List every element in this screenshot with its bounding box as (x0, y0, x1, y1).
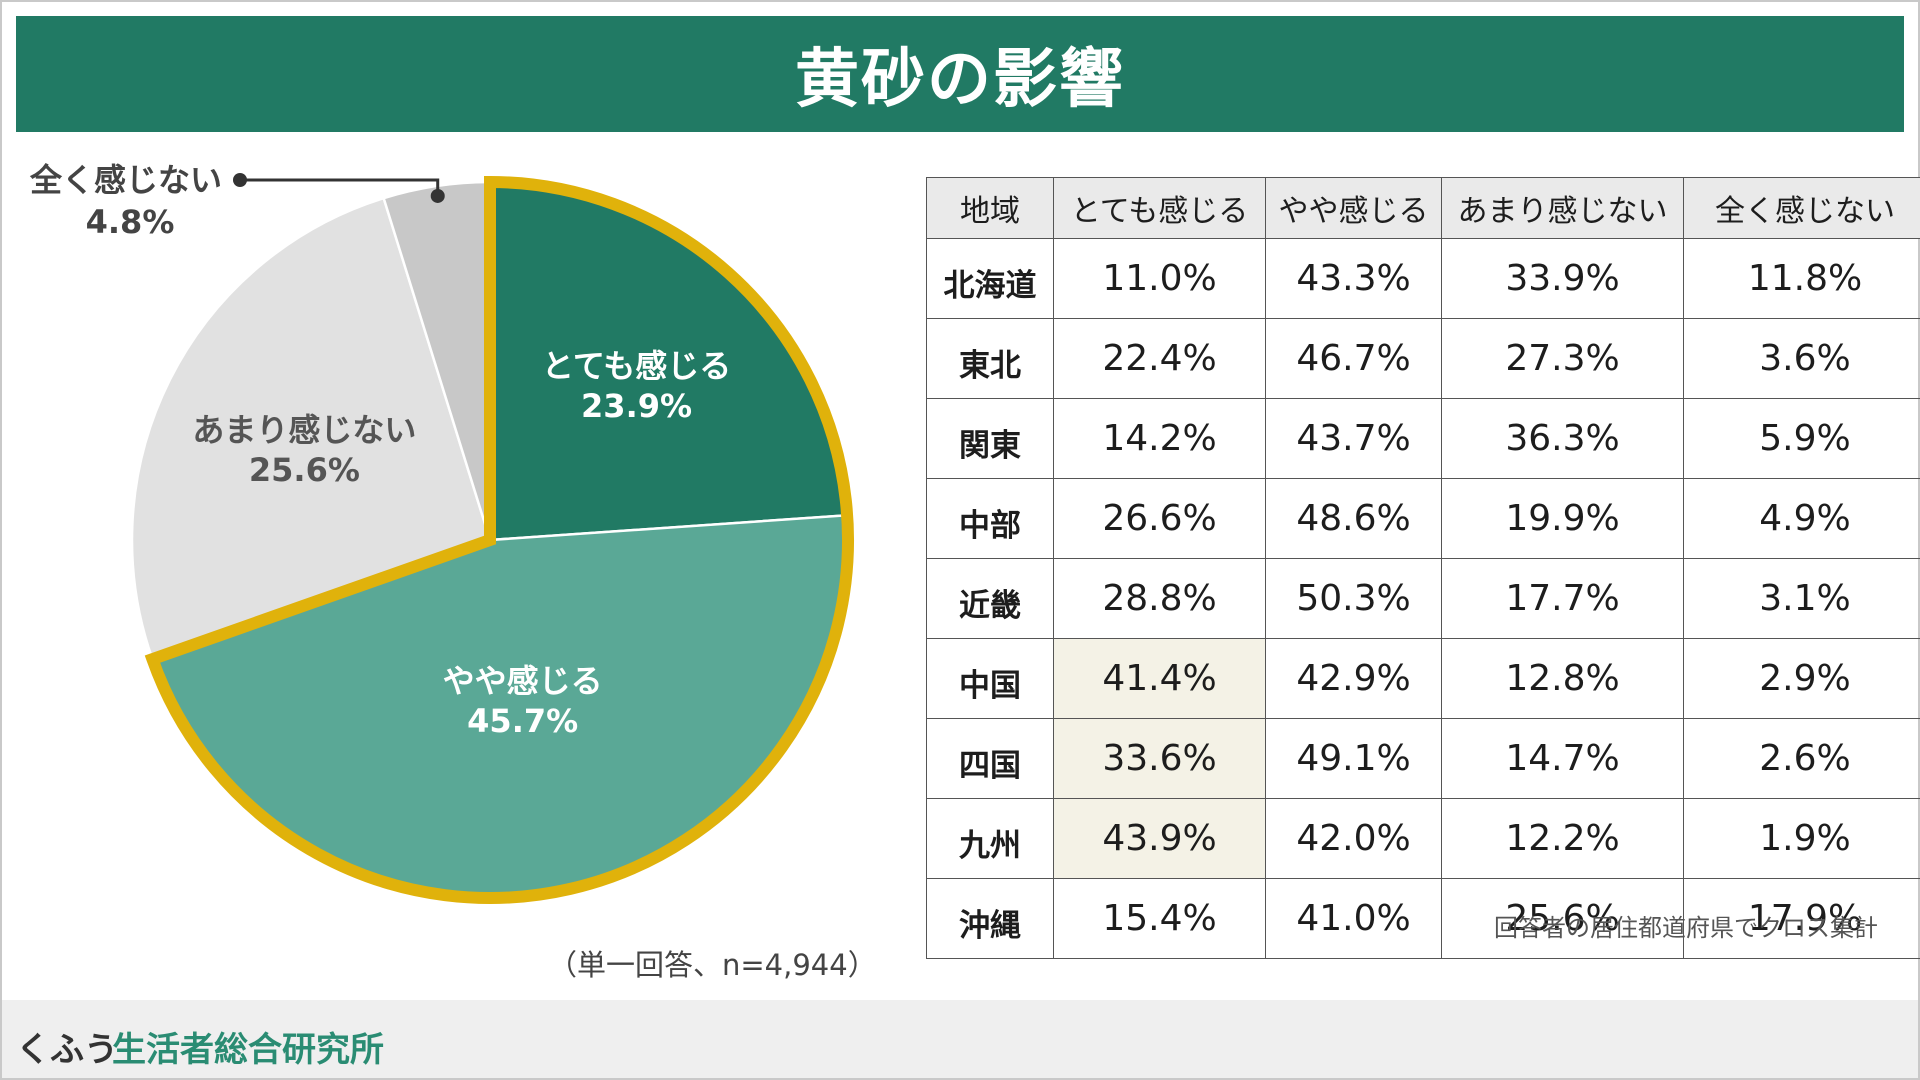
table-row: 関東 14.2% 43.7% 36.3% 5.9% (926, 398, 1920, 479)
column-header-4: あまり感じない (1441, 177, 1684, 239)
brand-prefix: くふう (16, 1030, 118, 1070)
slice-value-2: 45.7% (467, 702, 578, 740)
table-note: 回答者の居住都道府県でクロス集計 (1494, 914, 1878, 942)
table-cell: 4.9% (1683, 478, 1920, 559)
table-cell: 12.8% (1441, 638, 1684, 719)
sample-note: （単一回答、n=4,944） (548, 948, 877, 982)
region-name: 九州 (926, 798, 1054, 879)
table-cell: 48.6% (1265, 478, 1442, 559)
table-cell: 43.3% (1265, 238, 1442, 319)
column-header-2: とても感じる (1053, 177, 1266, 239)
table-cell: 33.9% (1441, 238, 1684, 319)
table-cell: 12.2% (1441, 798, 1684, 879)
table-cell: 22.4% (1053, 318, 1266, 399)
table-cell: 41.0% (1265, 878, 1442, 959)
table-cell: 27.3% (1441, 318, 1684, 399)
table-cell: 41.4% (1053, 638, 1266, 719)
slice-label-2: やや感じる (443, 662, 603, 700)
footer: くふう 生活者総合研究所 (2, 1000, 1918, 1078)
table-cell: 2.9% (1683, 638, 1920, 719)
region-name: 近畿 (926, 558, 1054, 639)
table-row: 北海道 11.0% 43.3% 33.9% 11.8% (926, 238, 1920, 319)
table-cell: 14.2% (1053, 398, 1266, 479)
column-header-1: 地域 (926, 177, 1054, 239)
table-cell: 14.7% (1441, 718, 1684, 799)
table-row: 東北 22.4% 46.7% 27.3% 3.6% (926, 318, 1920, 399)
slice-label-4: 全く感じない (29, 161, 222, 199)
table-cell: 26.6% (1053, 478, 1266, 559)
table-row: 四国 33.6% 49.1% 14.7% 2.6% (926, 718, 1920, 799)
table-row: 中国 41.4% 42.9% 12.8% 2.9% (926, 638, 1920, 719)
table-cell: 17.7% (1441, 558, 1684, 639)
region-name: 沖縄 (926, 878, 1054, 959)
table-row: 沖縄 15.4% 41.0% 25.6% 17.9% (926, 878, 1920, 959)
title-bar: 黄砂の影響 (16, 16, 1904, 132)
table-cell: 42.9% (1265, 638, 1442, 719)
table-cell: 17.9% (1683, 878, 1920, 959)
table-cell: 33.6% (1053, 718, 1266, 799)
table-cell: 1.9% (1683, 798, 1920, 879)
slice-value-1: 23.9% (581, 387, 692, 425)
table-cell: 2.6% (1683, 718, 1920, 799)
column-header-3: やや感じる (1265, 177, 1442, 239)
column-header-5: 全く感じない (1683, 177, 1920, 239)
region-name: 中国 (926, 638, 1054, 719)
slice-label-3: あまり感じない (192, 411, 416, 449)
region-name: 四国 (926, 718, 1054, 799)
region-table: 地域 とても感じる やや感じる あまり感じない 全く感じない 北海道 11.0% 43.3%… (926, 177, 1920, 959)
table-cell: 3.1% (1683, 558, 1920, 639)
table-cell: 46.7% (1265, 318, 1442, 399)
region-table-wrap: 地域 とても感じる やや感じる あまり感じない 全く感じない 北海道 11.0% 43.3%… (926, 177, 1920, 959)
region-name: 中部 (926, 478, 1054, 559)
region-name: 北海道 (926, 238, 1054, 319)
table-cell: 19.9% (1441, 478, 1684, 559)
table-cell: 11.0% (1053, 238, 1266, 319)
pie-slice-3 (130, 196, 492, 661)
table-row: 中部 26.6% 48.6% 19.9% 4.9% (926, 478, 1920, 559)
table-cell: 11.8% (1683, 238, 1920, 319)
slice-label-1: とても感じる (542, 347, 731, 385)
table-cell: 5.9% (1683, 398, 1920, 479)
region-name: 関東 (926, 398, 1054, 479)
table-cell: 15.4% (1053, 878, 1266, 959)
brand-name: 生活者総合研究所 (112, 1030, 384, 1070)
callout-dot-1 (430, 188, 445, 203)
slice-value-4: 4.8% (86, 203, 175, 241)
callout-dot-2 (233, 173, 247, 187)
region-name: 東北 (926, 318, 1054, 399)
table-row: 近畿 28.8% 50.3% 17.7% 3.1% (926, 558, 1920, 639)
highlight-outline (144, 175, 854, 904)
table-cell: 43.7% (1265, 398, 1442, 479)
table-cell: 36.3% (1441, 398, 1684, 479)
table-header-row: 地域 とても感じる やや感じる あまり感じない 全く感じない (926, 177, 1920, 239)
table-cell: 49.1% (1265, 718, 1442, 799)
page-title: 黄砂の影響 (795, 43, 1125, 117)
table-cell: 3.6% (1683, 318, 1920, 399)
table-cell: 50.3% (1265, 558, 1442, 639)
slice-value-3: 25.6% (249, 451, 360, 489)
table-cell: 43.9% (1053, 798, 1266, 879)
table-cell: 28.8% (1053, 558, 1266, 639)
table-row: 九州 43.9% 42.0% 12.2% 1.9% (926, 798, 1920, 879)
table-cell: 42.0% (1265, 798, 1442, 879)
